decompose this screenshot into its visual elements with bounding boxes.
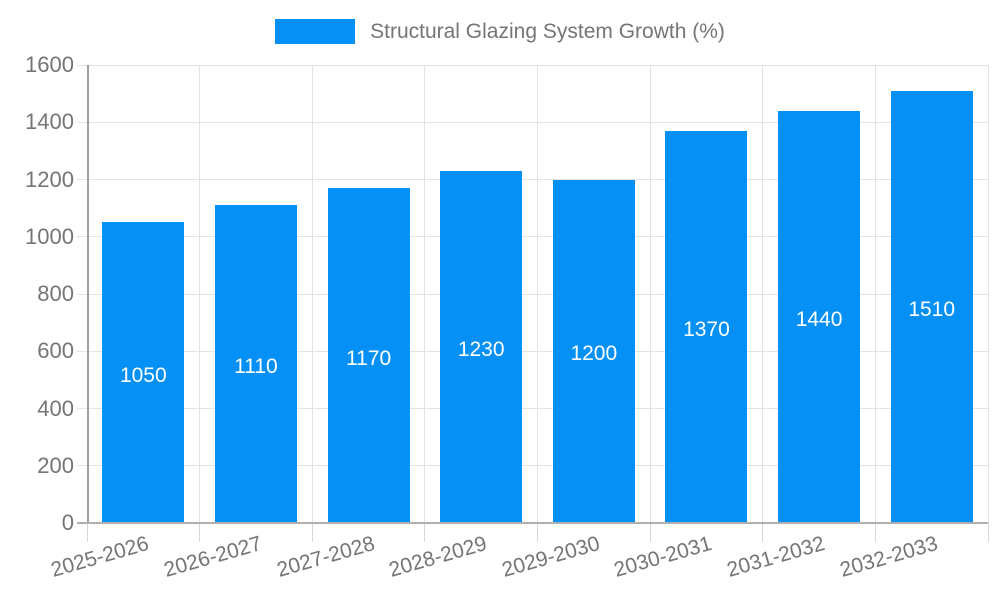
bar-value-label: 1510: [908, 297, 956, 321]
gridline-h: [77, 64, 988, 66]
bar[interactable]: [327, 188, 410, 523]
gridline-v: [762, 65, 764, 523]
y-axis-tick-label: 600: [37, 338, 74, 364]
gridline-h: [77, 465, 988, 467]
x-axis-tick-mark: [762, 523, 764, 542]
gridline-v: [199, 65, 201, 523]
gridline-v: [424, 65, 426, 523]
x-axis-tick-mark: [537, 523, 538, 542]
y-axis-tick-label: 200: [37, 452, 74, 478]
bar[interactable]: [665, 130, 748, 523]
gridline-v: [537, 65, 538, 523]
y-axis-tick-label: 1000: [25, 223, 74, 249]
gridline-h: [77, 121, 988, 123]
gridline-v: [311, 65, 313, 523]
x-axis-tick-mark: [86, 523, 88, 542]
y-axis-tick-label: 1400: [25, 109, 74, 135]
bar-value-label: 1370: [683, 317, 730, 341]
legend-swatch: [275, 19, 356, 44]
gridline-h: [77, 293, 988, 295]
bar[interactable]: [890, 90, 973, 523]
bar-value-label: 1200: [570, 342, 618, 366]
legend[interactable]: Structural Glazing System Growth (%): [0, 19, 1000, 44]
bar-value-label: 1170: [345, 346, 392, 370]
bar-value-label: 1230: [457, 337, 505, 361]
gridline-v: [649, 65, 651, 523]
bar[interactable]: [778, 110, 861, 523]
gridline-h: [77, 350, 988, 352]
gridline-h: [77, 236, 988, 238]
bar[interactable]: [214, 205, 297, 523]
y-axis-tick-label: 0: [61, 510, 74, 535]
x-axis-tick-mark: [874, 523, 876, 542]
gridline-h: [77, 179, 988, 180]
bar[interactable]: [102, 222, 185, 523]
x-axis-tick-mark: [311, 523, 313, 542]
x-axis-tick-mark: [649, 523, 651, 542]
y-axis-tick-label: 400: [37, 395, 74, 421]
gridline-h: [77, 408, 988, 409]
y-axis-line: [87, 65, 89, 523]
bar[interactable]: [552, 179, 635, 523]
bar-value-label: 1440: [795, 307, 843, 331]
y-axis-tick-label: 1600: [25, 52, 74, 77]
x-axis-line: [77, 522, 988, 524]
x-axis-tick-mark: [199, 523, 201, 542]
plot-area: 1050 1110 1170 1230 1200 1370 1440 1510: [77, 64, 989, 542]
y-axis-tick-label: 1200: [25, 166, 74, 192]
gridline-v: [874, 65, 876, 523]
y-axis-tick-label: 800: [37, 281, 74, 306]
x-axis-tick-mark: [424, 523, 426, 542]
bar-value-label: 1110: [234, 355, 278, 379]
bar[interactable]: [440, 170, 523, 523]
bar-value-label: 1050: [119, 363, 167, 387]
gridline-v: [987, 65, 989, 523]
x-axis-tick-mark: [987, 523, 989, 542]
legend-label: Structural Glazing System Growth (%): [370, 19, 725, 43]
